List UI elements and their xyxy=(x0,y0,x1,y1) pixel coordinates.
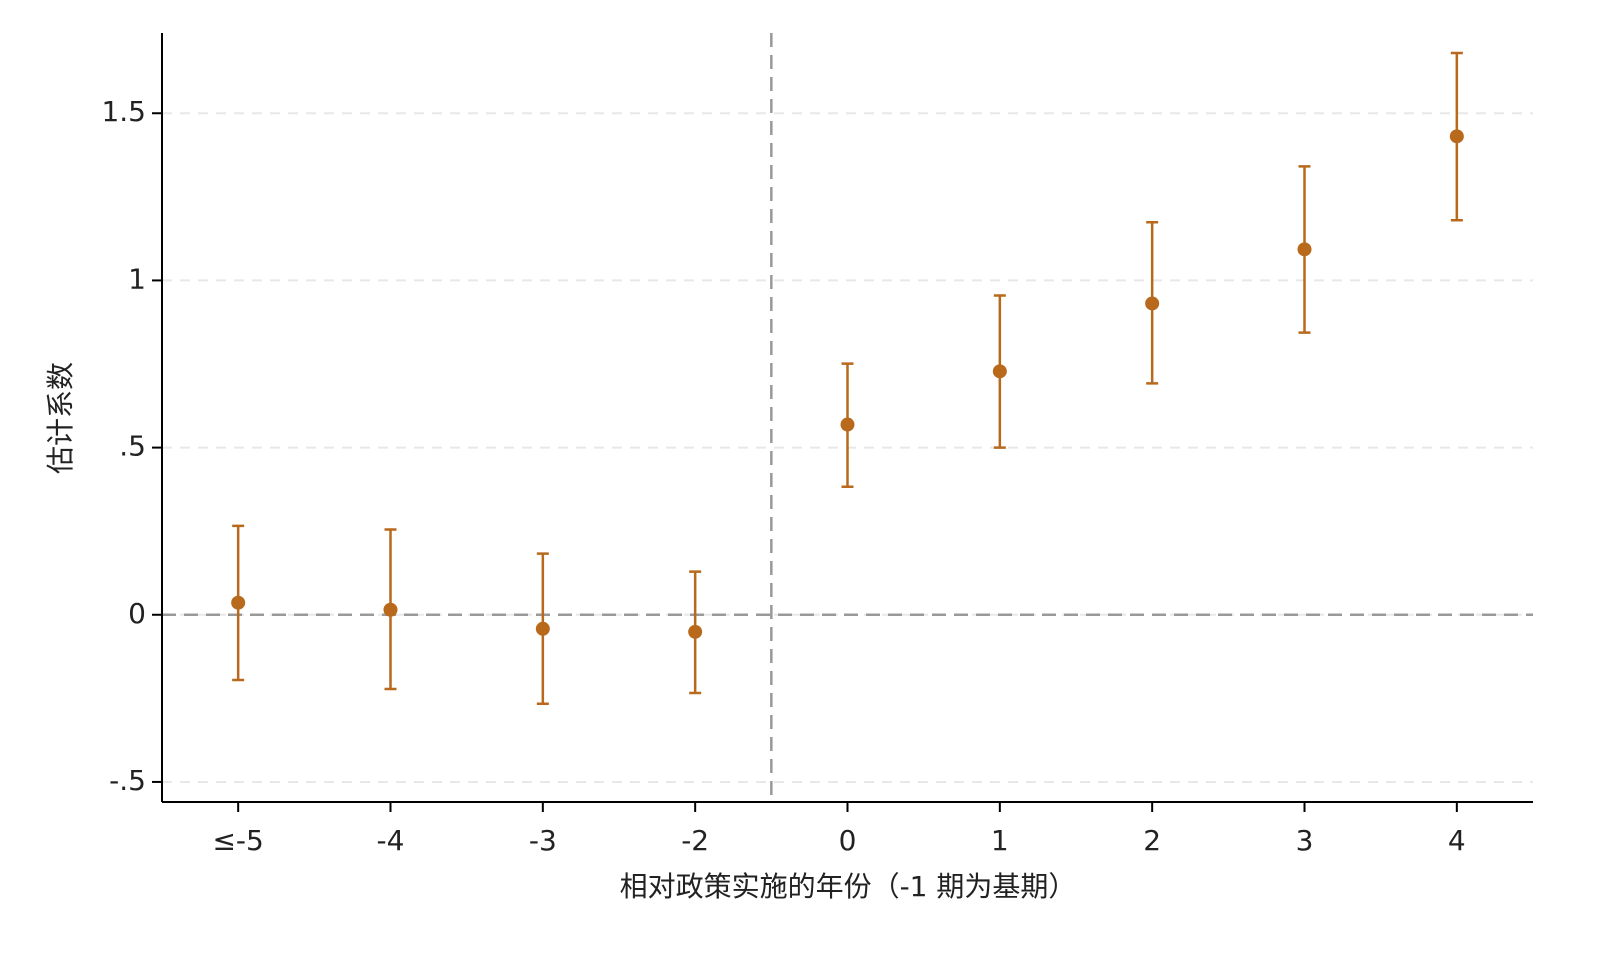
point xyxy=(840,417,855,432)
point xyxy=(383,602,398,617)
y-tick-label: .5 xyxy=(119,430,146,463)
y-tick-label: -.5 xyxy=(109,764,146,797)
point xyxy=(535,621,550,636)
x-tick-label: -2 xyxy=(681,824,709,857)
point xyxy=(688,624,703,639)
x-tick-label: -3 xyxy=(529,824,557,857)
point xyxy=(1297,242,1312,257)
y-tick-label: 0 xyxy=(128,597,146,630)
x-tick-label: ≤-5 xyxy=(212,824,263,857)
point xyxy=(992,364,1007,379)
x-tick-label: 4 xyxy=(1448,824,1466,857)
point xyxy=(1145,296,1160,311)
x-tick-label: 0 xyxy=(839,824,857,857)
x-axis-label: 相对政策实施的年份（-1 期为基期） xyxy=(620,870,1077,903)
x-tick-label: 3 xyxy=(1296,824,1314,857)
point xyxy=(231,595,246,610)
x-tick-label: 2 xyxy=(1143,824,1161,857)
y-tick-label: 1.5 xyxy=(101,95,146,128)
y-axis-label: 估计系数 xyxy=(44,362,77,474)
y-tick-label: 1 xyxy=(128,262,146,295)
x-tick-label: 1 xyxy=(991,824,1009,857)
point xyxy=(1449,129,1464,144)
x-tick-label: -4 xyxy=(377,824,405,857)
